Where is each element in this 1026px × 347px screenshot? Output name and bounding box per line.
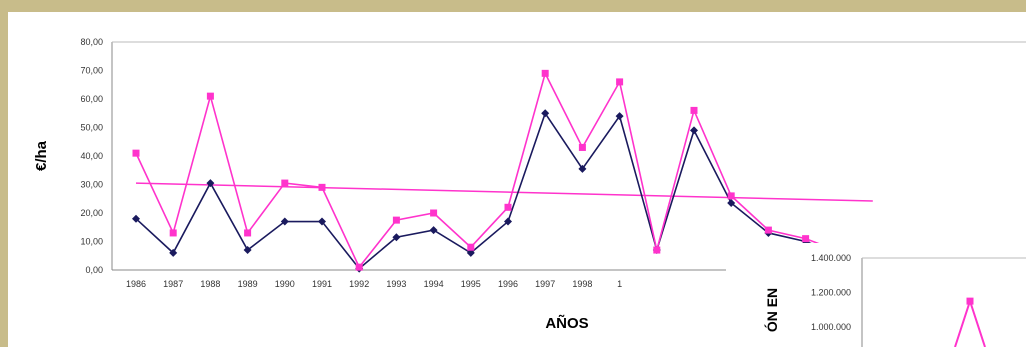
series-point — [169, 229, 177, 237]
x-tick-label: 1996 — [498, 279, 518, 289]
y-tick-label: 50,00 — [80, 123, 103, 133]
x-tick-label: 1988 — [200, 279, 220, 289]
series-point — [690, 126, 698, 135]
series-point — [280, 217, 289, 226]
series-line — [135, 111, 844, 270]
y-tick-label: 30,00 — [80, 180, 103, 190]
series-point — [764, 226, 772, 234]
series-point — [206, 179, 215, 188]
x-tick-label: 1 — [617, 279, 622, 289]
series-point — [392, 233, 401, 242]
series-point — [206, 92, 214, 100]
series-point — [504, 217, 512, 226]
y-tick-label: 40,00 — [80, 151, 103, 161]
series-point — [429, 226, 438, 235]
series-point — [504, 203, 512, 211]
series-point — [430, 209, 438, 217]
inset-chart: 1.000.000 1.200.000 1.400.000 ÓN EN — [726, 243, 1026, 347]
series-line — [135, 71, 844, 269]
series-point — [653, 246, 661, 254]
x-tick-label: 1987 — [163, 279, 183, 289]
x-axis-label: AÑOS — [545, 314, 588, 332]
series-point — [132, 214, 140, 223]
inset-y-tick-label: 1.000.000 — [811, 322, 851, 332]
x-tick-labels: 1986 1987 1988 1989 1990 1991 1992 1993 1994 1995… — [126, 279, 622, 289]
series-point — [169, 248, 178, 257]
y-tick-label: 0,00 — [85, 265, 103, 275]
inset-y-tick-label: 1.200.000 — [811, 288, 851, 298]
series-point — [578, 164, 587, 173]
x-tick-label: 1989 — [238, 279, 258, 289]
inset-peak-marker — [966, 297, 974, 305]
series-point — [318, 217, 326, 226]
x-tick-label: 1998 — [572, 279, 592, 289]
inset-panel — [726, 243, 1026, 347]
series-point — [281, 179, 289, 187]
x-tick-label: 1997 — [535, 279, 555, 289]
x-tick-label: 1991 — [312, 279, 332, 289]
series-point — [616, 78, 624, 86]
y-tick-label: 20,00 — [80, 208, 103, 218]
y-axis-label: €/ha — [33, 140, 50, 171]
x-tick-label: 1992 — [349, 279, 369, 289]
series-point — [578, 143, 586, 151]
main-chart: 0,00 10,00 20,00 30,00 40,00 50,00 60,00 70,00 8… — [33, 37, 1026, 332]
series-point — [132, 149, 140, 157]
x-tick-label: 1990 — [275, 279, 295, 289]
series-point — [466, 248, 475, 257]
x-tick-label: 1994 — [424, 279, 444, 289]
x-tick-label: 1986 — [126, 279, 146, 289]
trendline — [135, 182, 873, 202]
y-tick-label: 10,00 — [80, 237, 103, 247]
series-point — [243, 246, 252, 255]
inset-y-axis-label: ÓN EN — [763, 288, 780, 332]
series-point — [392, 216, 400, 224]
inset-y-tick-labels: 1.000.000 1.200.000 1.400.000 — [811, 253, 851, 332]
series-point — [541, 69, 549, 77]
series-point — [541, 109, 550, 118]
series-point — [727, 192, 735, 200]
y-tick-labels: 0,00 10,00 20,00 30,00 40,00 50,00 60,00 70,00 8… — [80, 37, 103, 275]
series-point — [467, 243, 475, 251]
y-tick-label: 70,00 — [80, 66, 103, 76]
series-point — [727, 199, 736, 208]
y-tick-label: 80,00 — [80, 37, 103, 47]
series-point — [355, 263, 363, 271]
series-point — [318, 183, 326, 191]
series-point — [690, 106, 698, 114]
x-tick-label: 1993 — [386, 279, 406, 289]
series-point — [802, 235, 810, 243]
series-point — [244, 229, 252, 237]
series-point — [615, 112, 624, 121]
inset-y-tick-label: 1.400.000 — [811, 253, 851, 263]
y-tick-label: 60,00 — [80, 94, 103, 104]
x-tick-label: 1995 — [461, 279, 481, 289]
